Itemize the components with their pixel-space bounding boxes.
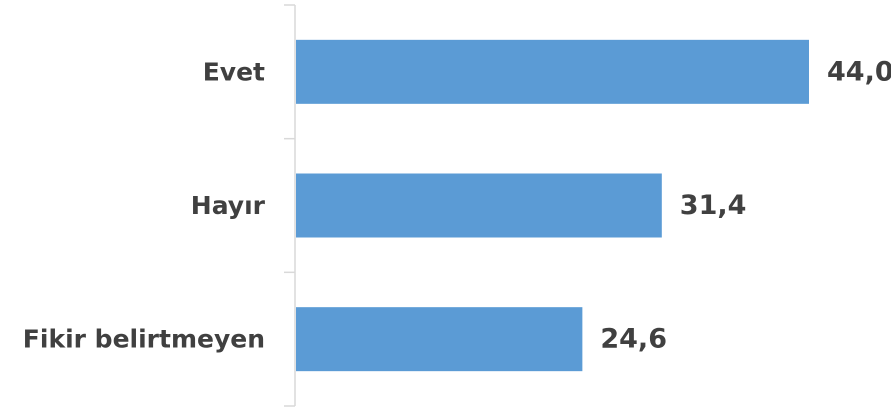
category-labels: Evet Hayır Fikir belirtmeyen bbox=[23, 57, 266, 353]
category-label: Evet bbox=[203, 57, 265, 86]
category-label: Hayır bbox=[191, 191, 266, 220]
bars bbox=[296, 39, 809, 372]
bar bbox=[296, 39, 809, 104]
category-label: Fikir belirtmeyen bbox=[23, 325, 265, 354]
bar bbox=[296, 307, 583, 372]
value-labels: 44,0 31,4 24,6 bbox=[600, 56, 891, 354]
value-label: 24,6 bbox=[600, 324, 667, 355]
value-label: 31,4 bbox=[680, 190, 747, 221]
bar bbox=[296, 173, 662, 238]
category-axis bbox=[284, 4, 296, 407]
value-label: 44,0 bbox=[827, 56, 891, 87]
